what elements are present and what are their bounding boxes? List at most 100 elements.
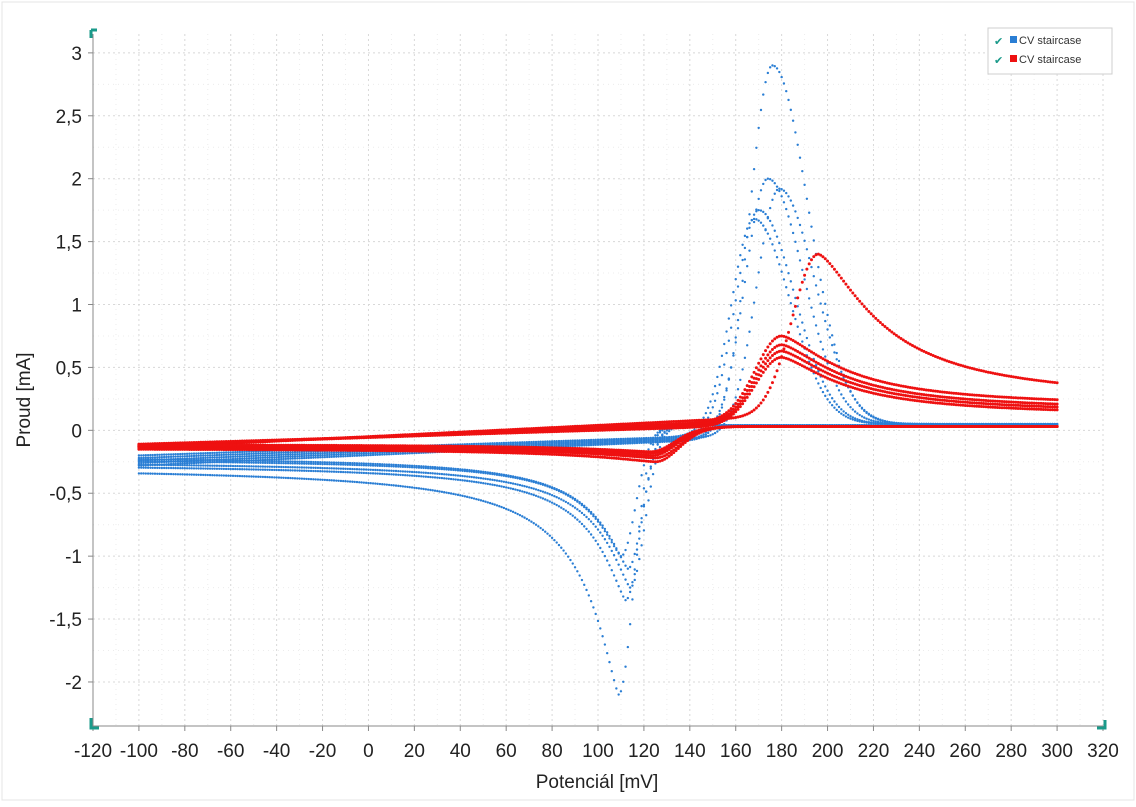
data-point <box>601 527 603 529</box>
data-point <box>503 474 505 476</box>
data-point <box>817 333 819 335</box>
data-point <box>434 490 436 492</box>
data-point <box>209 459 211 461</box>
data-point <box>404 485 406 487</box>
data-point <box>803 274 806 277</box>
data-point <box>748 249 750 251</box>
data-point <box>225 454 227 456</box>
data-point <box>606 534 608 536</box>
y-tick-label: -1,5 <box>49 610 82 631</box>
data-point <box>186 464 188 466</box>
data-point <box>138 460 140 462</box>
data-point <box>822 291 824 293</box>
data-point <box>606 542 608 544</box>
data-point <box>335 479 337 481</box>
data-point <box>289 477 291 479</box>
data-point <box>200 452 202 454</box>
data-point <box>861 421 863 423</box>
data-point <box>213 474 215 476</box>
data-point <box>778 190 780 192</box>
data-point <box>285 460 287 462</box>
data-point <box>643 487 645 489</box>
data-point <box>546 492 548 494</box>
data-point <box>308 457 310 459</box>
data-point <box>305 457 307 459</box>
data-point <box>567 502 569 504</box>
data-point <box>487 442 489 444</box>
data-point <box>140 472 142 474</box>
data-point <box>870 419 872 421</box>
x-tick-label: 220 <box>858 741 890 762</box>
data-point <box>500 473 502 475</box>
data-point <box>147 472 149 474</box>
data-point <box>730 366 732 368</box>
data-point <box>282 460 284 462</box>
data-point <box>739 312 741 314</box>
data-point <box>220 465 222 467</box>
data-point <box>273 466 275 468</box>
data-point <box>177 455 179 457</box>
data-point <box>551 440 553 442</box>
data-point <box>622 681 624 683</box>
data-point <box>161 467 163 469</box>
data-point <box>480 477 482 479</box>
data-point <box>363 472 365 474</box>
data-point <box>767 177 769 179</box>
data-point <box>420 465 422 467</box>
data-point <box>186 453 188 455</box>
data-point <box>604 643 606 645</box>
data-point <box>574 439 576 441</box>
data-point <box>376 483 378 485</box>
data-point <box>250 468 252 470</box>
data-point <box>273 454 275 456</box>
data-point <box>349 480 351 482</box>
data-point <box>370 463 372 465</box>
data-point <box>530 441 532 443</box>
data-point <box>298 455 300 457</box>
data-point <box>482 482 484 484</box>
data-point <box>230 468 232 470</box>
data-point <box>498 505 500 507</box>
data-point <box>803 329 805 331</box>
data-point <box>156 473 158 475</box>
data-point <box>767 232 769 234</box>
x-tick-label: 40 <box>450 741 471 762</box>
data-point <box>342 480 344 482</box>
data-point <box>746 227 748 229</box>
data-point <box>507 442 509 444</box>
data-point <box>858 300 861 303</box>
data-point <box>246 457 248 459</box>
data-point <box>730 304 732 306</box>
data-point <box>151 464 153 466</box>
data-point <box>617 438 619 440</box>
data-point <box>450 478 452 480</box>
data-point <box>544 440 546 442</box>
data-point <box>760 222 762 224</box>
data-point <box>578 501 580 503</box>
data-point <box>163 460 165 462</box>
data-point <box>402 485 404 487</box>
data-point <box>232 456 234 458</box>
data-point <box>287 466 289 468</box>
data-point <box>551 486 553 488</box>
data-point <box>856 412 858 414</box>
data-point <box>207 454 209 456</box>
data-point <box>452 478 454 480</box>
data-point <box>865 411 867 413</box>
data-point <box>732 352 734 354</box>
data-point <box>211 474 213 476</box>
data-point <box>732 313 734 315</box>
data-point <box>528 479 530 481</box>
data-point <box>636 437 638 439</box>
data-point <box>558 489 560 491</box>
data-point <box>441 491 443 493</box>
data-point <box>379 463 381 465</box>
data-point <box>303 453 305 455</box>
data-point <box>337 462 339 464</box>
data-point <box>390 470 392 472</box>
data-point <box>269 476 271 478</box>
data-point <box>503 486 505 488</box>
data-point <box>870 422 872 424</box>
data-point <box>262 452 264 454</box>
